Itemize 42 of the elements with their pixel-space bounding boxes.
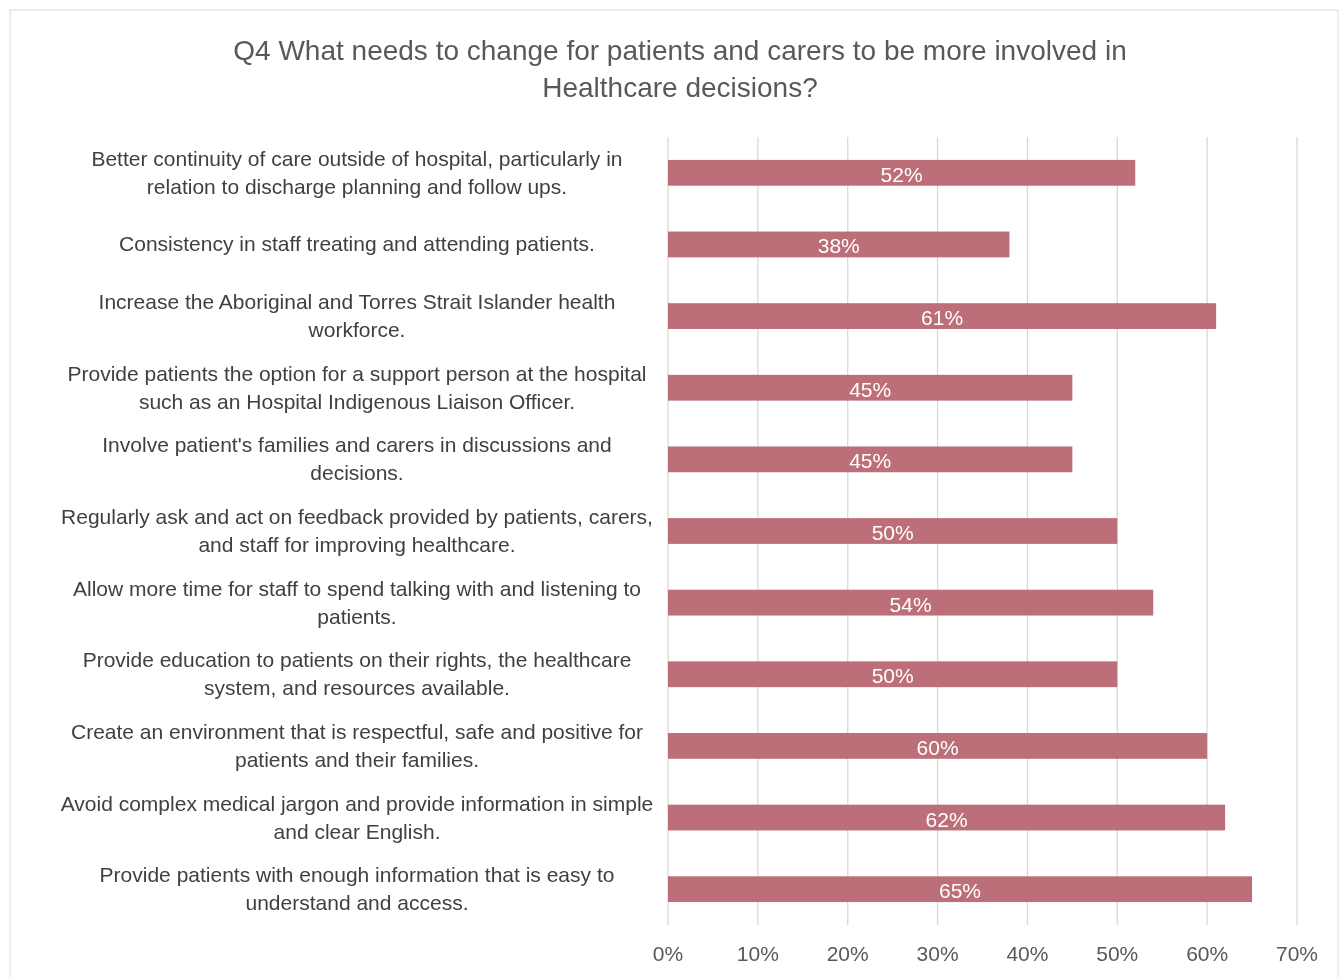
data-label: 60% bbox=[916, 735, 959, 759]
y-tick-label: Allow more time for staff to spend talking with and listening to patients. bbox=[72, 576, 642, 628]
bar bbox=[668, 231, 1010, 258]
data-label: 62% bbox=[925, 807, 968, 831]
bar bbox=[668, 303, 1217, 329]
data-label: 50% bbox=[871, 521, 914, 544]
data-label: 65% bbox=[939, 879, 982, 903]
chart-title: Q4 What needs to change for patients and carers to be more involved in Healthcare decisions? bbox=[233, 35, 1127, 103]
bar bbox=[668, 589, 1154, 616]
x-tick-label: 30% bbox=[916, 942, 959, 965]
y-tick-label: Better continuity of care outside of hospital, particularly in relation to discharge planning and follow ups. bbox=[91, 146, 623, 198]
bar bbox=[668, 876, 1253, 903]
y-tick-label: Create an environment that is respectful, safe and positive for patients and their families. bbox=[71, 719, 643, 771]
y-tick-label: Regularly ask and act on feedback provided by patients, carers, and staff for improving healthcare. bbox=[61, 505, 653, 556]
bar bbox=[668, 804, 1226, 831]
bar bbox=[668, 733, 1208, 759]
x-tick-label: 40% bbox=[1006, 942, 1049, 965]
data-label: 45% bbox=[849, 377, 892, 401]
x-tick-label: 70% bbox=[1275, 942, 1319, 965]
bar bbox=[668, 518, 1118, 544]
data-label: 45% bbox=[849, 449, 892, 473]
data-label: 61% bbox=[921, 306, 964, 330]
y-tick-label: Involve patient's families and carers in discussions and decisions. bbox=[102, 433, 612, 485]
bar bbox=[668, 661, 1118, 688]
y-tick-label: Provide patients the option for a support person at the hospital such as an Hospital Indigenous Liaison Officer. bbox=[67, 361, 647, 413]
y-tick-label: Increase the Aboriginal and Torres Strait Islander health workforce. bbox=[98, 290, 616, 342]
y-tick-label: Provide patients with enough information that is easy to understand and access. bbox=[99, 863, 615, 915]
bar bbox=[668, 159, 1136, 186]
data-label: 54% bbox=[889, 592, 932, 616]
y-tick-label: Avoid complex medical jargon and provide information in simple and clear English. bbox=[60, 791, 654, 843]
bar bbox=[668, 446, 1073, 473]
data-label: 50% bbox=[871, 664, 914, 688]
x-tick-label: 20% bbox=[826, 942, 869, 965]
data-label: 52% bbox=[880, 162, 923, 186]
bar bbox=[668, 374, 1073, 401]
y-tick-label: Provide education to patients on their rights, the healthcare system, and resources available. bbox=[82, 648, 632, 700]
y-tick-label: Consistency in staff treating and attending patients. bbox=[119, 232, 595, 256]
x-tick-label: 50% bbox=[1096, 942, 1139, 965]
x-tick-label: 60% bbox=[1186, 942, 1229, 965]
x-tick-label: 0% bbox=[652, 942, 684, 965]
x-tick-label: 10% bbox=[736, 942, 779, 965]
data-label: 38% bbox=[817, 234, 860, 258]
